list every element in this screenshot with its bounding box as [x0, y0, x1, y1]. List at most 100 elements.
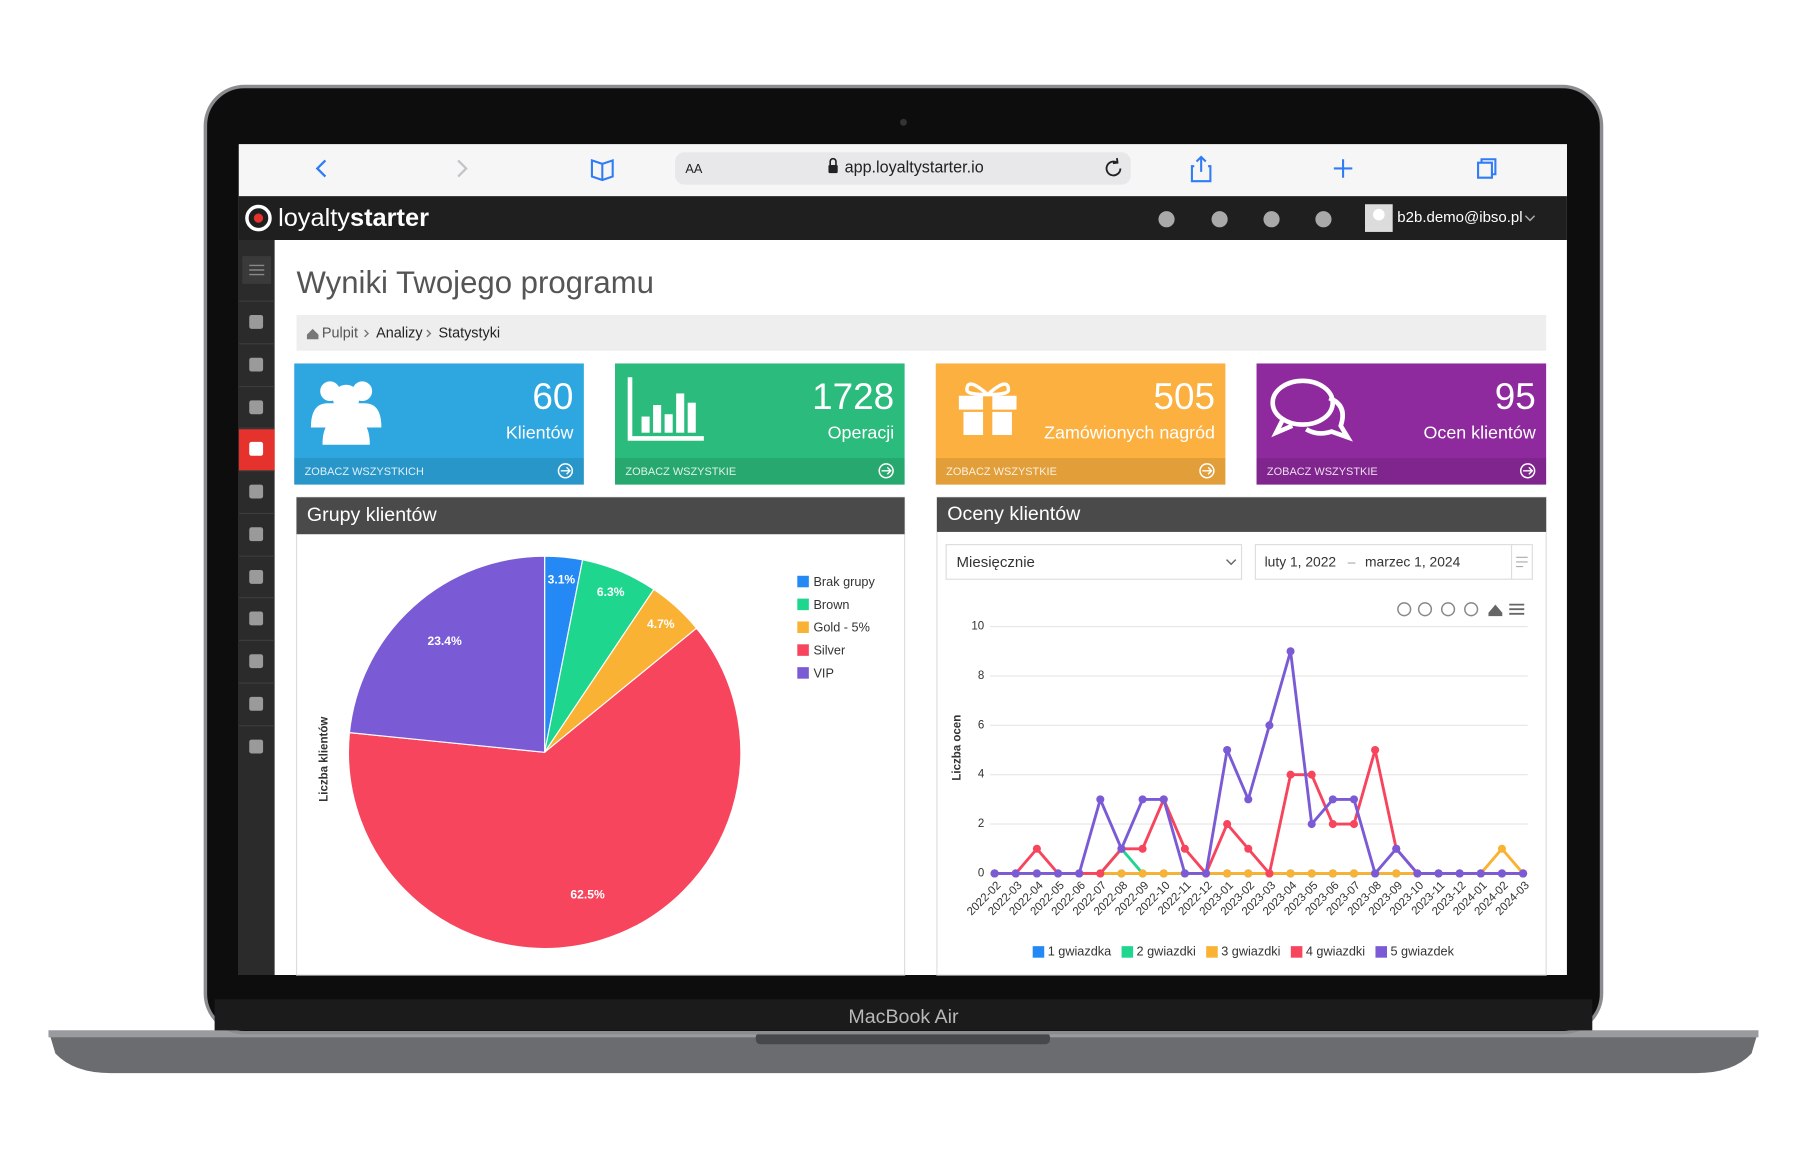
- data-point: [1138, 869, 1147, 878]
- legend-label[interactable]: 5 gwiazdek: [1390, 944, 1454, 958]
- data-point: [1328, 820, 1337, 829]
- chart-home-button[interactable]: [1488, 604, 1503, 617]
- stat-card-footer[interactable]: [935, 458, 1226, 485]
- sidebar-item[interactable]: [249, 441, 264, 456]
- chart-menu-button[interactable]: [1509, 603, 1525, 615]
- legend-label[interactable]: 1 gwiazdka: [1048, 944, 1112, 958]
- chart-toolbar-button[interactable]: [1464, 602, 1479, 617]
- period-value[interactable]: Miesięcznie: [957, 554, 1035, 571]
- chart-toolbar-button[interactable]: [1440, 602, 1456, 617]
- header-icon[interactable]: [1211, 211, 1228, 228]
- data-point: [1349, 869, 1359, 878]
- device-label: MacBook Air: [848, 1006, 959, 1028]
- stat-link[interactable]: ZOBACZ WSZYSTKIE: [946, 466, 1057, 478]
- legend-label[interactable]: 4 gwiazdki: [1306, 944, 1365, 958]
- period-select[interactable]: [945, 544, 1243, 580]
- legend-label[interactable]: Brak grupy: [813, 575, 875, 589]
- data-point: [1476, 869, 1485, 878]
- icon-chart: [653, 405, 662, 433]
- breadcrumb-separator: [426, 329, 432, 338]
- date-range[interactable]: [1254, 544, 1533, 580]
- address-bar[interactable]: [675, 152, 1131, 185]
- stat-label: Operacji: [828, 423, 895, 443]
- icon-chart: [627, 377, 704, 441]
- stat-card-footer[interactable]: [294, 458, 584, 485]
- sidebar-item[interactable]: [249, 570, 264, 584]
- breadcrumb-item[interactable]: Pulpit: [322, 325, 358, 341]
- chart-toolbar-button[interactable]: [1417, 602, 1433, 617]
- date-from[interactable]: luty 1, 2022: [1265, 554, 1337, 570]
- data-point: [1244, 869, 1253, 878]
- data-point: [1328, 869, 1337, 878]
- header-icon[interactable]: [1158, 211, 1175, 228]
- data-point: [1096, 869, 1105, 878]
- data-point: [1371, 869, 1380, 878]
- logo-dot: [253, 213, 264, 223]
- data-point: [1053, 869, 1063, 878]
- stat-link-arrow-head: [1523, 466, 1534, 475]
- header-icon[interactable]: [1315, 211, 1332, 228]
- legend-label[interactable]: VIP: [813, 666, 833, 680]
- hinge: [214, 999, 1593, 1031]
- legend-label[interactable]: Gold - 5%: [813, 621, 869, 635]
- bookmarks-button[interactable]: [590, 158, 614, 182]
- reload-button[interactable]: [1105, 157, 1122, 177]
- text-size-button[interactable]: AA: [685, 162, 702, 176]
- stat-link[interactable]: ZOBACZ WSZYSTKIE: [625, 466, 736, 478]
- header-icon[interactable]: [1263, 211, 1280, 228]
- legend-label[interactable]: 2 gwiazdki: [1137, 944, 1196, 958]
- data-point: [1075, 869, 1084, 878]
- data-point: [1180, 869, 1189, 878]
- pie-slice: [347, 627, 742, 950]
- new-tab-button[interactable]: [1333, 159, 1353, 178]
- sidebar-item[interactable]: [249, 400, 264, 415]
- stat-card-footer[interactable]: [615, 458, 905, 485]
- stat-link[interactable]: ZOBACZ WSZYSTKICH: [305, 466, 424, 478]
- back-button[interactable]: [315, 159, 327, 178]
- legend-label[interactable]: 3 gwiazdki: [1221, 944, 1280, 958]
- data-point: [1349, 795, 1359, 804]
- sidebar-item[interactable]: [249, 315, 264, 329]
- sidebar-item[interactable]: [249, 739, 264, 754]
- data-point: [1307, 820, 1316, 829]
- legend-swatch: [797, 575, 809, 588]
- sidebar-item[interactable]: [249, 696, 264, 711]
- sidebar-item[interactable]: [249, 484, 264, 499]
- data-point: [1011, 869, 1020, 878]
- tabs-button[interactable]: [1477, 158, 1497, 179]
- laptop-notch: [755, 1032, 1050, 1045]
- data-point: [1201, 869, 1211, 878]
- legend-swatch: [797, 621, 809, 633]
- logo-ring: [245, 204, 272, 232]
- stat-link-arrow: [1520, 463, 1536, 479]
- data-point: [1497, 844, 1506, 853]
- laptop-base: [48, 1030, 1759, 1074]
- stat-card-footer[interactable]: [1256, 458, 1547, 485]
- legend-label[interactable]: Silver: [813, 644, 845, 658]
- sidebar-item[interactable]: [249, 527, 264, 542]
- stat-link-arrow: [878, 463, 894, 479]
- stat-link[interactable]: ZOBACZ WSZYSTKIE: [1267, 466, 1378, 478]
- date-to[interactable]: marzec 1, 2024: [1365, 554, 1461, 570]
- lock-icon: [828, 165, 838, 174]
- breadcrumb-item[interactable]: Analizy: [376, 325, 423, 341]
- data-point: [1371, 745, 1380, 755]
- data-point: [1117, 869, 1126, 878]
- chart-toolbar-button[interactable]: [1397, 602, 1412, 617]
- breadcrumb-separator: [364, 329, 370, 338]
- stat-value: 505: [1153, 376, 1215, 417]
- forward-button[interactable]: [457, 159, 468, 178]
- breadcrumb-item: Statystyki: [438, 325, 500, 341]
- y-axis-label: Liczba ocen: [952, 715, 964, 781]
- sidebar-item[interactable]: [249, 654, 264, 669]
- user-email[interactable]: b2b.demo@ibso.pl: [1397, 209, 1522, 226]
- sidebar-item[interactable]: [249, 611, 264, 626]
- legend-label[interactable]: Brown: [813, 598, 849, 612]
- y-tick-label: 10: [971, 621, 984, 633]
- sidebar-item[interactable]: [249, 357, 264, 372]
- data-point: [1138, 844, 1147, 853]
- lock-shackle: [829, 157, 837, 165]
- camera: [900, 118, 907, 126]
- share-button[interactable]: [1190, 155, 1212, 183]
